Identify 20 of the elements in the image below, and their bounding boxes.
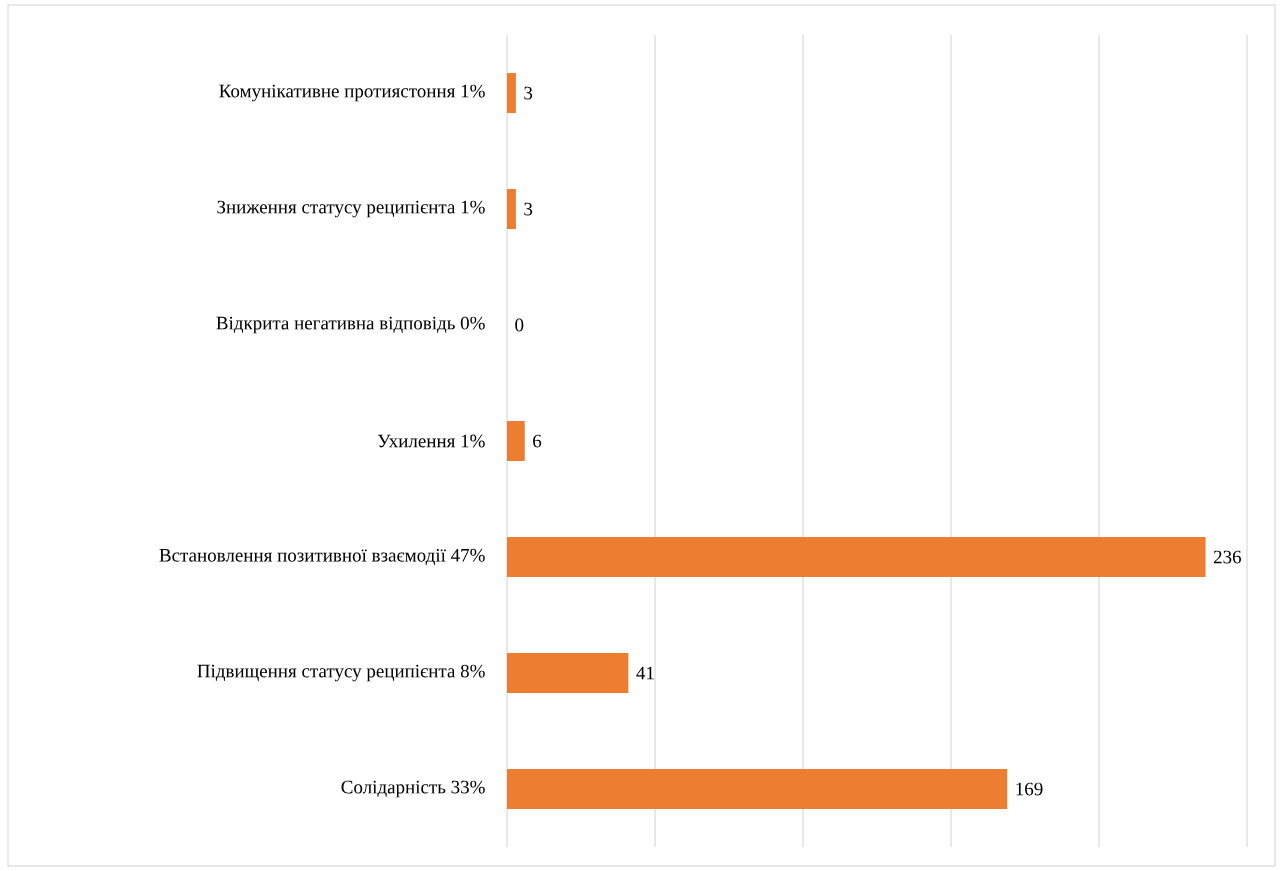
- data-label: 0: [515, 318, 524, 332]
- bar: [507, 73, 516, 114]
- data-label: 236: [1213, 550, 1242, 564]
- data-label: 3: [524, 86, 533, 100]
- bar: [507, 769, 1008, 810]
- bar: [507, 421, 525, 462]
- y-tick-label: Зниження статусу реципієнта 1%: [217, 200, 485, 218]
- data-label: 41: [636, 666, 654, 680]
- y-tick-label: Ухилення 1%: [377, 434, 485, 448]
- bar: [507, 653, 629, 694]
- data-label: 6: [533, 434, 542, 448]
- y-tick-label: Відкрита негативна відповідь 0%: [216, 316, 485, 334]
- data-label: 3: [524, 202, 533, 216]
- y-tick-label: Комунікативне протиястоння 1%: [219, 84, 485, 102]
- y-tick-label: Солідарність 33%: [341, 780, 485, 798]
- data-label: 169: [1016, 782, 1043, 796]
- bar: [507, 537, 1206, 578]
- bar: [507, 189, 516, 230]
- y-tick-label: Підвищення статусу реципієнта 8%: [197, 664, 485, 682]
- y-tick-label: Встановлення позитивної взаємодії 47%: [159, 548, 485, 566]
